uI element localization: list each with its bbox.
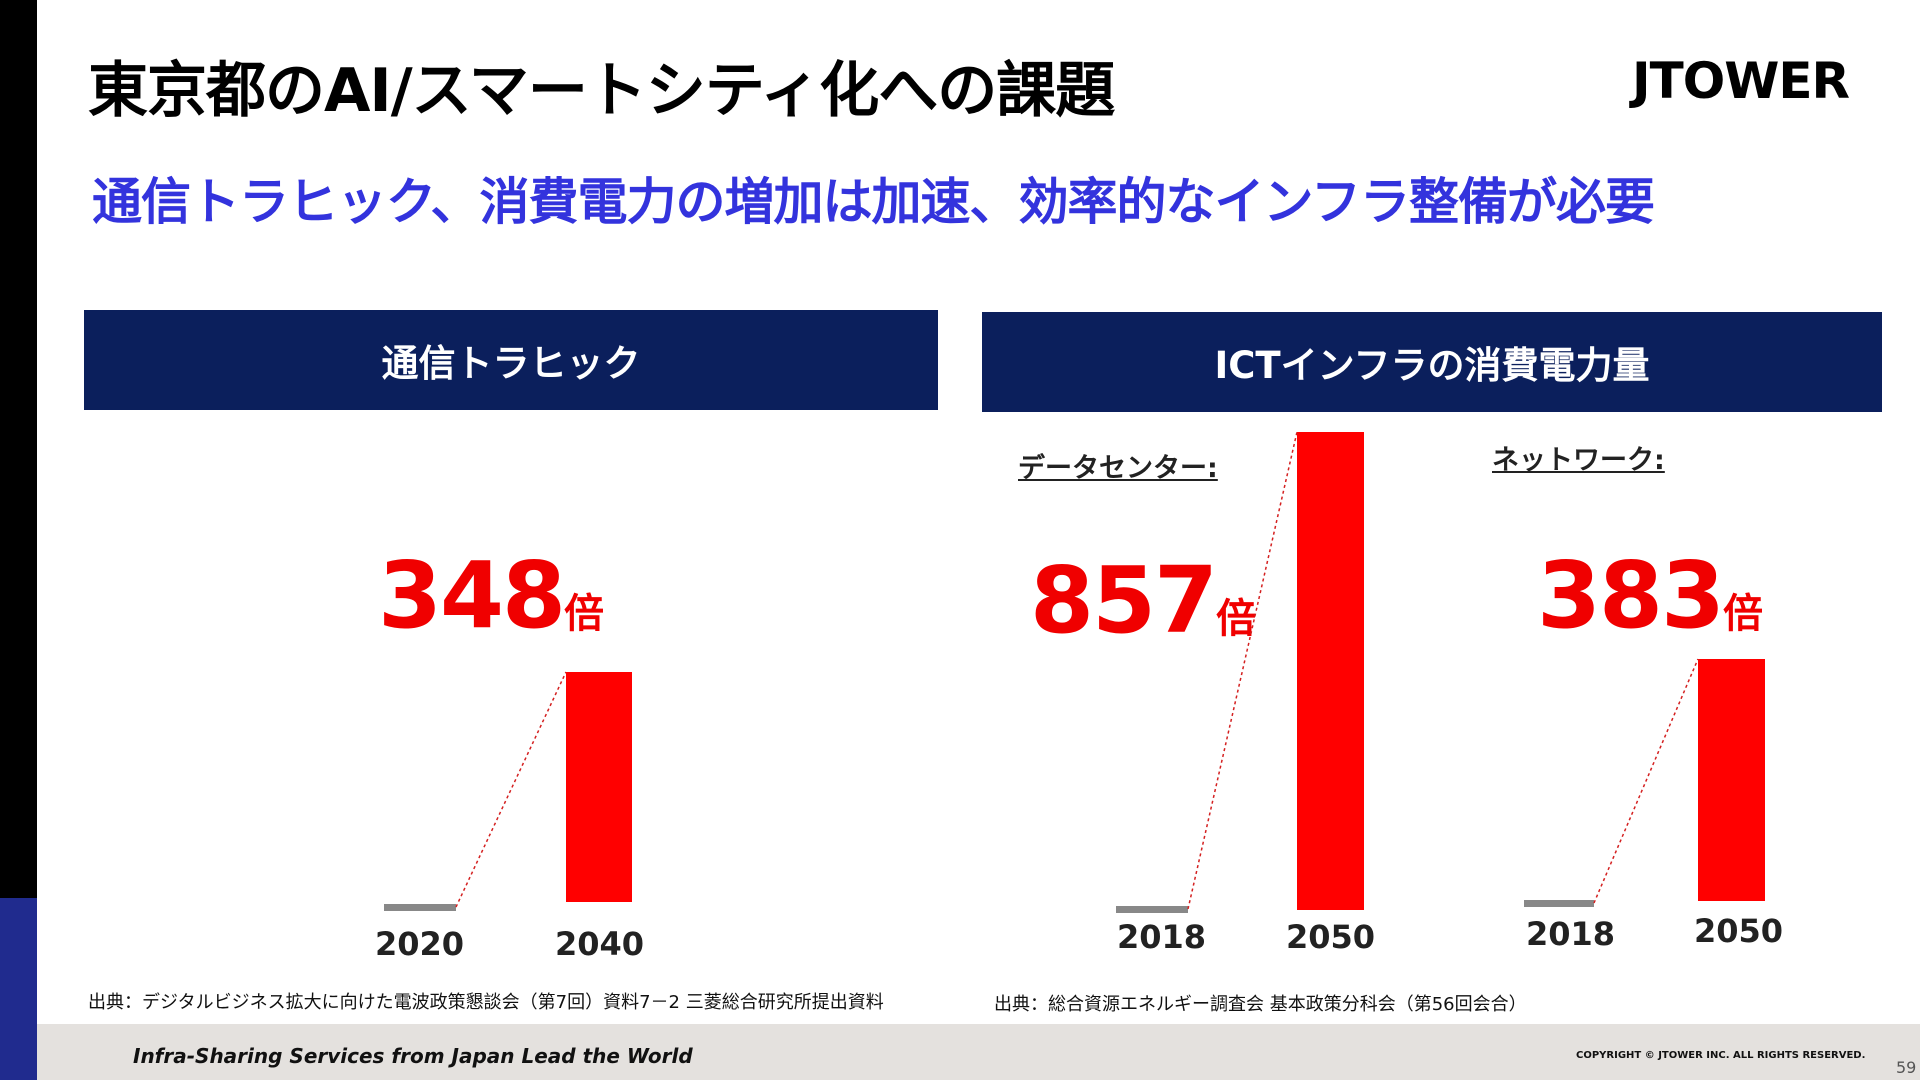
company-logo: JTOWER [1632, 52, 1850, 110]
traffic-growth-value: 348 [378, 542, 566, 649]
datacenter-bar-target [1297, 432, 1364, 910]
network-bar-target [1698, 659, 1765, 901]
page-title: 東京都のAI/スマートシティ化への課題 [88, 56, 1115, 126]
left-accent-bar-blue [0, 898, 37, 1080]
page-subtitle: 通信トラヒック、消費電力の増加は加速、効率的なインフラ整備が必要 [92, 173, 1655, 231]
traffic-bar-base [384, 904, 456, 911]
network-year-start: 2018 [1526, 915, 1616, 953]
footer-copyright: COPYRIGHT © JTOWER INC. ALL RIGHTS RESER… [1576, 1050, 1866, 1061]
network-growth-label: 383倍 [1537, 550, 1763, 642]
datacenter-growth-value: 857 [1030, 547, 1218, 654]
footer-bar [37, 1024, 1920, 1080]
datacenter-year-end: 2050 [1286, 918, 1376, 956]
network-growth-value: 383 [1537, 542, 1725, 649]
power-source-note: 出典：総合資源エネルギー調査会 基本政策分科会（第56回会合） [994, 994, 1527, 1015]
traffic-growth-label: 348倍 [378, 550, 604, 642]
datacenter-growth-unit: 倍 [1216, 596, 1257, 642]
datacenter-bar-base [1116, 906, 1188, 913]
footer-tagline: Infra-Sharing Services from Japan Lead t… [133, 1044, 693, 1068]
datacenter-label: データセンター: [1018, 453, 1218, 484]
traffic-growth-unit: 倍 [564, 591, 605, 637]
left-accent-bar [0, 0, 37, 898]
datacenter-year-start: 2018 [1117, 918, 1207, 956]
growth-connector-line-2 [1593, 658, 1699, 904]
page-number: 59 [1896, 1058, 1917, 1077]
traffic-year-end: 2040 [555, 925, 645, 963]
network-year-end: 2050 [1694, 912, 1784, 950]
traffic-bar-target [566, 672, 632, 902]
growth-connector-line-1 [1187, 431, 1298, 910]
power-panel-header: ICTインフラの消費電力量 [982, 312, 1882, 412]
network-bar-base [1524, 900, 1594, 907]
datacenter-growth-label: 857倍 [1030, 555, 1256, 647]
network-label: ネットワーク: [1492, 445, 1665, 476]
traffic-source-note: 出典：デジタルビジネス拡大に向けた電波政策懇談会（第7回）資料7－2 三菱総合研… [88, 992, 884, 1013]
traffic-panel-header: 通信トラヒック [84, 310, 938, 410]
network-growth-unit: 倍 [1723, 591, 1764, 637]
traffic-year-start: 2020 [375, 925, 465, 963]
growth-connector-line-0 [455, 671, 567, 908]
